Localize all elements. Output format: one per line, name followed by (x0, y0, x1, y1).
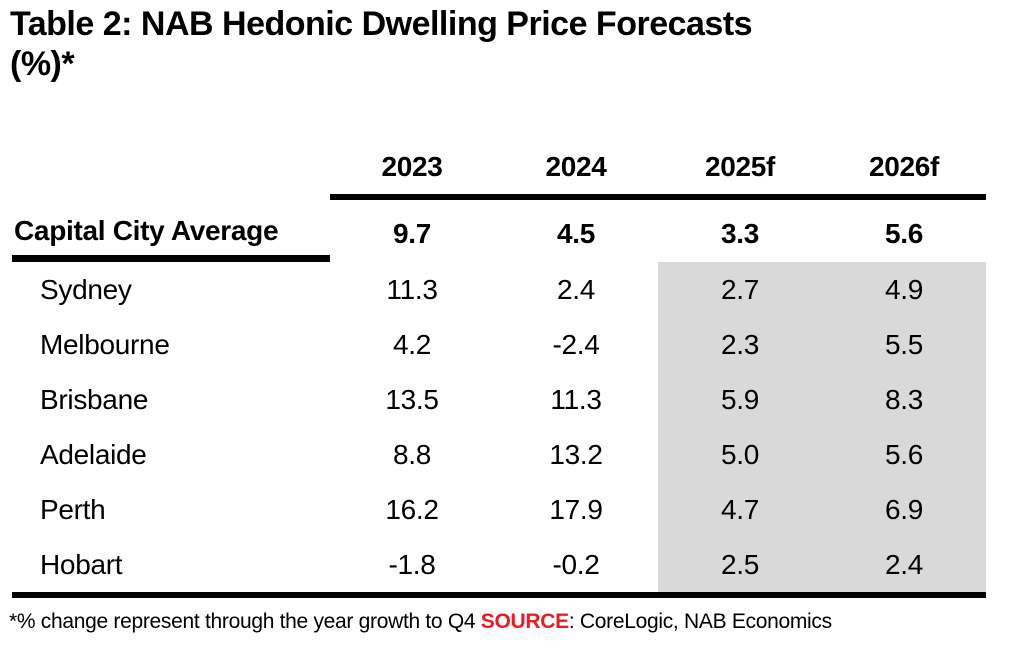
value-cell: 16.2 (385, 493, 439, 525)
table-row-adelaide: Adelaide 8.8 13.2 5.0 5.6 (12, 427, 986, 482)
footnote-source-rest: : CoreLogic, NAB Economics (568, 610, 832, 633)
value-cell: 4.5 (556, 218, 596, 249)
table-row-sydney: Sydney 11.3 2.4 2.7 4.9 (12, 262, 986, 317)
value-cell: 17.9 (549, 493, 603, 525)
footnote-source-label: SOURCE (480, 610, 569, 633)
table-header-row: 2023 2024 2025f 2026f (12, 146, 986, 200)
value-cell: 13.2 (549, 438, 603, 470)
column-header-2024: 2024 (494, 146, 658, 200)
value-cell: 13.5 (385, 383, 439, 415)
value-cell: 8.8 (392, 438, 432, 470)
row-label: Adelaide (40, 438, 147, 470)
value-cell: -1.8 (388, 548, 436, 580)
table-row-capital-city-average: Capital City Average 9.7 4.5 3.3 5.6 (12, 200, 986, 262)
row-label: Sydney (40, 273, 132, 305)
footnote: *% change represent through the year gro… (9, 608, 832, 636)
value-cell-highlighted: 2.3 (658, 317, 822, 372)
table-row-hobart: Hobart -1.8 -0.2 2.5 2.4 (12, 537, 986, 592)
footnote-text: *% change represent through the year gro… (9, 610, 481, 633)
value-cell-highlighted: 4.9 (822, 262, 986, 317)
value-cell: 11.3 (386, 273, 438, 305)
column-header-2023: 2023 (330, 146, 494, 200)
table-title: Table 2: NAB Hedonic Dwelling Price Fore… (10, 4, 753, 84)
table-row-melbourne: Melbourne 4.2 -2.4 2.3 5.5 (12, 317, 986, 372)
value-cell-highlighted: 4.7 (658, 482, 822, 537)
value-cell: -0.2 (552, 548, 600, 580)
row-label: Perth (40, 493, 106, 525)
value-cell-highlighted: 5.5 (822, 317, 986, 372)
value-cell: 3.3 (720, 218, 760, 249)
value-cell-highlighted: 8.3 (822, 372, 986, 427)
value-cell: 2.4 (556, 273, 596, 305)
table-title-line1: Table 2: NAB Hedonic Dwelling Price Fore… (10, 5, 753, 43)
forecast-table: 2023 2024 2025f 2026f Capital City Avera… (12, 146, 986, 598)
value-cell: 5.6 (884, 218, 924, 249)
header-cell-empty (12, 146, 330, 200)
value-cell: 11.3 (550, 383, 602, 415)
value-cell-highlighted: 6.9 (822, 482, 986, 537)
row-label: Capital City Average (12, 200, 330, 262)
value-cell-highlighted: 2.4 (822, 537, 986, 592)
value-cell-highlighted: 2.5 (658, 537, 822, 592)
table-row-perth: Perth 16.2 17.9 4.7 6.9 (12, 482, 986, 537)
row-label: Brisbane (40, 383, 149, 415)
value-cell: 4.2 (392, 328, 432, 360)
row-label: Melbourne (40, 328, 170, 360)
table-row-brisbane: Brisbane 13.5 11.3 5.9 8.3 (12, 372, 986, 427)
table-title-line2: (%)* (10, 45, 75, 83)
value-cell: -2.4 (552, 328, 600, 360)
value-cell-highlighted: 5.0 (658, 427, 822, 482)
column-header-2025f: 2025f (658, 146, 822, 200)
value-cell-highlighted: 5.9 (658, 372, 822, 427)
value-cell: 9.7 (392, 218, 432, 249)
value-cell-highlighted: 5.6 (822, 427, 986, 482)
value-cell-highlighted: 2.7 (658, 262, 822, 317)
column-header-2026f: 2026f (822, 146, 986, 200)
row-label: Hobart (40, 548, 123, 580)
